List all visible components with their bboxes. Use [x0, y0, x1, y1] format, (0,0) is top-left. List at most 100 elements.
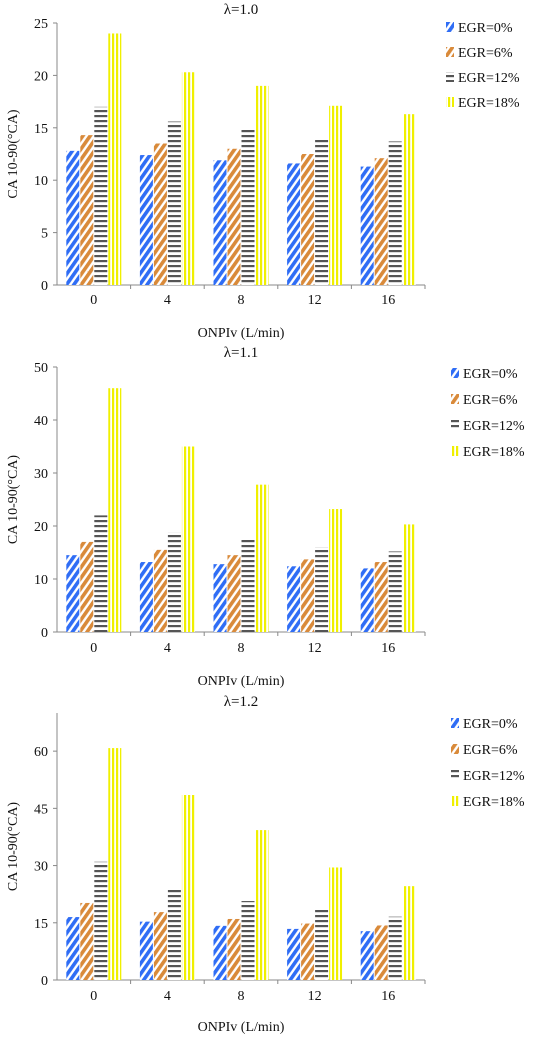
legend-label: EGR=12% [463, 769, 525, 784]
bar-EGR=6% [153, 143, 167, 285]
bar-EGR=6% [374, 158, 388, 285]
legend-label: EGR=18% [458, 96, 520, 111]
bar-EGR=0% [287, 928, 301, 980]
bar-EGR=18% [108, 748, 122, 980]
x-tick-label: 8 [238, 641, 245, 656]
y-tick-label: 10 [34, 174, 48, 189]
bar-EGR=18% [255, 484, 269, 632]
x-tick-label: 4 [164, 293, 171, 308]
legend-label: EGR=18% [463, 445, 525, 460]
legend-swatch [451, 446, 459, 456]
legend-swatch [451, 744, 459, 754]
y-tick-label: 50 [34, 361, 48, 376]
bar-EGR=6% [153, 549, 167, 632]
bar-EGR=0% [213, 925, 227, 980]
bar-EGR=12% [315, 547, 329, 632]
y-tick-label: 10 [34, 573, 48, 588]
bar-EGR=6% [80, 135, 94, 285]
legend-swatch [446, 72, 454, 82]
bar-EGR=6% [301, 154, 315, 285]
bar-EGR=6% [153, 912, 167, 980]
bar-EGR=18% [181, 795, 195, 980]
bar-EGR=18% [108, 33, 122, 286]
legend-swatch [451, 420, 459, 430]
y-tick-label: 5 [41, 227, 48, 242]
chart-title: λ=1.2 [224, 694, 258, 710]
x-tick-label: 16 [381, 293, 395, 308]
y-tick-label: 0 [41, 626, 48, 641]
legend-label: EGR=12% [463, 419, 525, 434]
legend-swatch [451, 368, 459, 378]
legend-label: EGR=6% [463, 393, 518, 408]
x-tick-label: 16 [381, 641, 395, 656]
bar-EGR=18% [108, 388, 122, 632]
bar-EGR=18% [402, 886, 416, 980]
bar-EGR=12% [241, 129, 255, 285]
bar-EGR=18% [255, 830, 269, 980]
bar-EGR=6% [374, 925, 388, 980]
legend-label: EGR=12% [458, 71, 520, 86]
y-tick-label: 40 [34, 414, 48, 429]
legend-label: EGR=0% [463, 367, 518, 382]
legend-label: EGR=0% [463, 717, 518, 732]
bar-EGR=0% [360, 166, 374, 285]
bar-EGR=0% [287, 163, 301, 285]
bar-EGR=0% [139, 921, 153, 980]
bar-EGR=12% [167, 532, 181, 632]
bar-EGR=0% [360, 931, 374, 980]
y-tick-label: 30 [34, 467, 48, 482]
bar-EGR=0% [139, 562, 153, 632]
bar-EGR=0% [66, 917, 80, 980]
x-axis-label: ONPIv (L/min) [198, 326, 285, 341]
x-tick-label: 8 [238, 293, 245, 308]
x-tick-label: 0 [90, 641, 97, 656]
y-tick-label: 60 [34, 745, 48, 760]
y-axis-label: CA 10-90(°CA) [6, 802, 21, 892]
bar-EGR=6% [301, 559, 315, 632]
bar-EGR=12% [241, 539, 255, 632]
legend-swatch [451, 796, 459, 806]
y-tick-label: 15 [34, 122, 48, 137]
bar-EGR=6% [374, 562, 388, 632]
y-tick-label: 30 [34, 860, 48, 875]
x-tick-label: 12 [308, 989, 322, 1004]
bar-EGR=18% [181, 446, 195, 632]
y-tick-label: 45 [34, 802, 48, 817]
y-axis-label: CA 10-90(°CA) [6, 455, 21, 545]
bar-EGR=12% [315, 138, 329, 285]
bar-EGR=18% [329, 867, 343, 980]
bar-EGR=6% [227, 918, 241, 980]
y-tick-label: 0 [41, 974, 48, 989]
legend-label: EGR=6% [463, 743, 518, 758]
legend-label: EGR=0% [458, 21, 513, 36]
bar-EGR=12% [94, 106, 108, 285]
legend-label: EGR=6% [458, 46, 513, 61]
bar-EGR=18% [181, 72, 195, 285]
legend-swatch [446, 47, 454, 57]
y-tick-label: 20 [34, 69, 48, 84]
bar-EGR=0% [287, 566, 301, 632]
bar-EGR=6% [227, 555, 241, 632]
chart-title: λ=1.0 [224, 2, 258, 18]
x-axis-label: ONPIv (L/min) [198, 1020, 285, 1035]
x-tick-label: 16 [381, 989, 395, 1004]
bar-EGR=6% [80, 902, 94, 980]
x-tick-label: 0 [90, 989, 97, 1004]
bar-EGR=0% [66, 150, 80, 285]
chart-title: λ=1.1 [224, 345, 258, 361]
bar-EGR=0% [213, 564, 227, 632]
bar-EGR=0% [213, 160, 227, 285]
legend-swatch [446, 22, 454, 32]
x-axis-label: ONPIv (L/min) [198, 674, 285, 689]
bar-EGR=18% [329, 509, 343, 632]
x-tick-label: 0 [90, 293, 97, 308]
x-tick-label: 12 [308, 293, 322, 308]
bar-EGR=18% [402, 524, 416, 632]
bar-EGR=12% [94, 861, 108, 980]
legend-swatch [446, 97, 454, 107]
bar-EGR=12% [241, 901, 255, 980]
x-tick-label: 4 [164, 641, 171, 656]
bar-EGR=18% [329, 105, 343, 286]
bar-EGR=12% [94, 515, 108, 632]
bar-EGR=0% [139, 155, 153, 285]
